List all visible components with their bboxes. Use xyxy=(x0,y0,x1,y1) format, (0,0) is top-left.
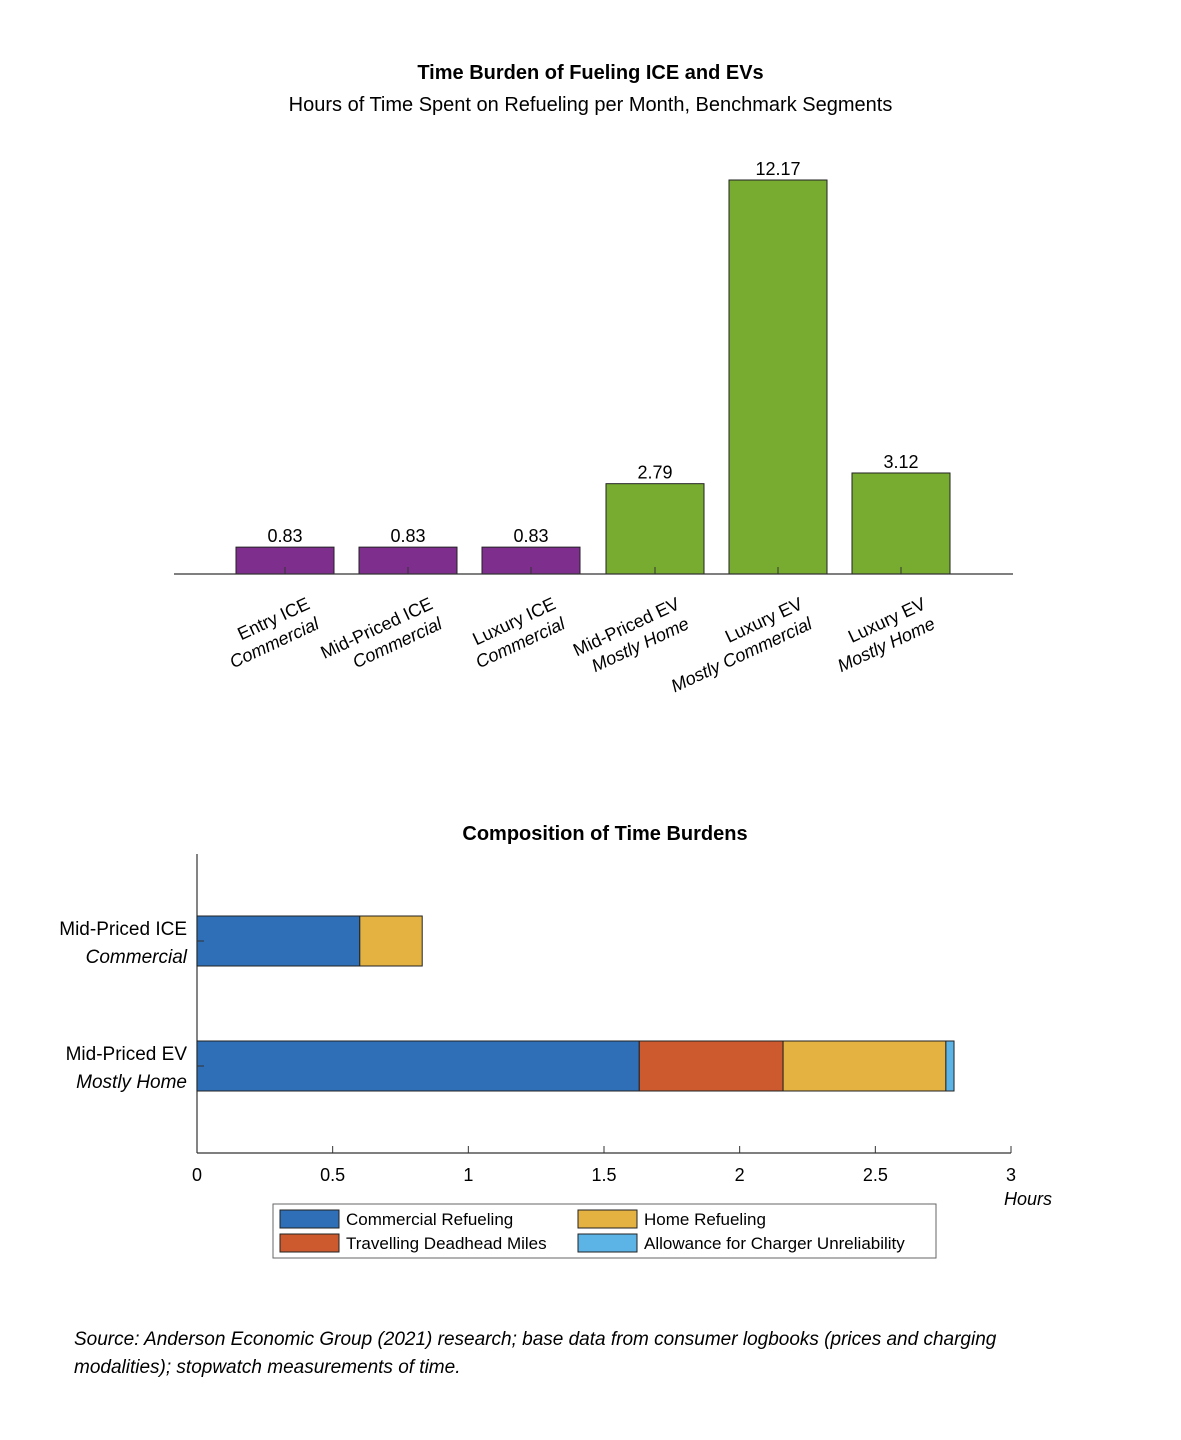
data-label: 2.79 xyxy=(637,463,672,483)
data-label: 0.83 xyxy=(513,526,548,546)
tick-label: Entry ICECommercial xyxy=(217,593,323,672)
bar-segment xyxy=(196,915,361,967)
bar-segment xyxy=(359,915,423,967)
legend-swatch xyxy=(577,1233,638,1253)
bar-segment xyxy=(196,1040,640,1092)
tick-label: Luxury EVMostly Commercial xyxy=(659,593,816,696)
x-tick-label: 2.5 xyxy=(863,1165,888,1185)
legend-swatch xyxy=(279,1233,340,1253)
category-label-line: Mostly Home xyxy=(76,1072,187,1093)
legend-swatch xyxy=(279,1209,340,1229)
tick-label: Luxury EVMostly Home xyxy=(825,593,938,675)
bar-segment xyxy=(945,1040,955,1092)
category-label-line: Mid-Priced EV xyxy=(66,1044,188,1065)
x-tick-label: 0 xyxy=(192,1165,202,1185)
bar xyxy=(605,483,705,575)
category-label: Mid-Priced ICE Commercial xyxy=(59,919,188,968)
data-label: 0.83 xyxy=(267,526,302,546)
bar xyxy=(728,179,828,575)
data-label: 12.17 xyxy=(755,159,800,179)
legend-swatch xyxy=(577,1209,638,1229)
bar-segment xyxy=(638,1040,784,1092)
top-chart-subtitle: Hours of Time Spent on Refueling per Mon… xyxy=(288,94,893,116)
category-label: Mid-Priced EV Mostly Home xyxy=(66,1044,188,1093)
x-tick-label: 1.5 xyxy=(591,1165,616,1185)
x-tick-label: 1 xyxy=(463,1165,473,1185)
bottom-chart-title: Composition of Time Burdens xyxy=(462,823,748,845)
top-chart: 0.83 Entry ICECommercial 0.83 Mid-Priced IC… xyxy=(174,159,1013,696)
bar-segment xyxy=(782,1040,947,1092)
bottom-chart: Mid-Priced ICE Commercial Mid-Priced EV Mos… xyxy=(59,854,1052,1259)
data-label: 0.83 xyxy=(390,526,425,546)
tick-label: Mid-Priced EVMostly Home xyxy=(570,593,692,680)
bar xyxy=(851,472,951,575)
legend-label: Travelling Deadhead Miles xyxy=(346,1234,547,1253)
tick-label: Luxury ICECommercial xyxy=(463,593,569,672)
top-chart-title: Time Burden of Fueling ICE and EVs xyxy=(417,62,764,84)
x-tick-label: 0.5 xyxy=(320,1165,345,1185)
data-label: 3.12 xyxy=(883,452,918,472)
legend-label: Allowance for Charger Unreliability xyxy=(644,1234,905,1253)
category-label-line: Commercial xyxy=(86,947,188,968)
source-note: Source: Anderson Economic Group (2021) r… xyxy=(74,1329,997,1378)
x-tick-label: 2 xyxy=(735,1165,745,1185)
legend-label: Commercial Refueling xyxy=(346,1210,513,1229)
legend-label: Home Refueling xyxy=(644,1210,766,1229)
x-axis-label: Hours xyxy=(1004,1189,1052,1209)
x-tick-label: 3 xyxy=(1006,1165,1016,1185)
category-label-line: Mid-Priced ICE xyxy=(59,919,187,940)
tick-label: Mid-Priced ICECommercial xyxy=(318,593,446,683)
